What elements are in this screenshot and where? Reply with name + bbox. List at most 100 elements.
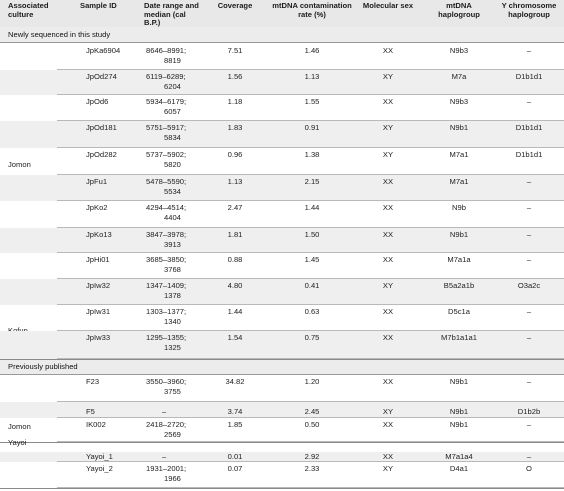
row-divider — [57, 69, 564, 70]
date-range: 1347–1409; — [146, 281, 187, 290]
molecular-sex: XY — [382, 281, 394, 290]
y-haplogroup: – — [526, 420, 532, 429]
header-y-haplogroup: Y chromosome haplogroup — [501, 1, 557, 19]
molecular-sex: XY — [382, 407, 394, 416]
date-range: – — [162, 452, 167, 461]
sample-id: JpFu1 — [86, 177, 108, 186]
header-coverage: Coverage — [217, 1, 253, 10]
table-row: JpOd282 5737–5902; 5820 0.96 1.38 XY M7a1 D1b1d… — [0, 148, 564, 175]
contamination-rate: 1.50 — [304, 230, 320, 239]
sample-id: JpIw33 — [86, 333, 111, 342]
culture-label: Jomon — [8, 422, 31, 431]
molecular-sex: XX — [382, 177, 394, 186]
y-haplogroup: – — [526, 46, 532, 55]
date-range-cell: 1303–1377; 1340 — [146, 307, 202, 327]
table-row: F5 – 3.74 2.45 XY N9b1 D1b2b — [0, 402, 564, 418]
date-range: 4294–4514; — [146, 203, 187, 212]
date-range-cell: 5737–5902; 5820 — [146, 150, 202, 170]
mtdna-haplogroup: N9b1 — [449, 230, 469, 239]
date-range-cell: 6119–6289; 6204 — [146, 72, 202, 92]
contamination-rate: 1.20 — [304, 377, 320, 386]
y-haplogroup: – — [526, 255, 532, 264]
row-divider — [57, 174, 564, 175]
date-median: 5820 — [164, 160, 181, 169]
sample-id: JpIw31 — [86, 307, 111, 316]
date-range-cell: 4294–4514; 4404 — [146, 203, 202, 223]
coverage: 34.82 — [225, 377, 245, 386]
molecular-sex: XX — [382, 307, 394, 316]
row-divider — [57, 94, 564, 95]
sample-id: JpOd181 — [86, 123, 117, 132]
row-divider — [57, 252, 564, 253]
table-row: JpKo13 3847–3978; 3913 1.81 1.50 XX N9b1 – — [0, 228, 564, 253]
contamination-rate: 0.41 — [304, 281, 320, 290]
date-range-cell: 1931–2001; 1966 — [146, 464, 202, 484]
y-haplogroup: – — [526, 377, 532, 386]
date-range-cell: 5934–6179; 6057 — [146, 97, 202, 117]
header-sample-id: Sample ID — [80, 1, 117, 10]
sample-id: Yayoi_2 — [86, 464, 113, 473]
header-date-range: Date range and median (cal B.P.) — [144, 1, 199, 28]
contamination-rate: 1.45 — [304, 255, 320, 264]
header-molecular-sex: Molecular sex — [362, 1, 414, 10]
section-heading: Previously published — [0, 359, 564, 375]
table-row: IK002 2418–2720; 2569 1.85 0.50 XX N9b1 – — [0, 418, 564, 442]
date-range-cell: – — [146, 407, 202, 417]
date-range-cell: 5478–5590; 5534 — [146, 177, 202, 197]
coverage: 1.44 — [227, 307, 243, 316]
mtdna-haplogroup: M7a1a4 — [445, 452, 473, 461]
sample-id: JpIw32 — [86, 281, 111, 290]
mtdna-haplogroup: N9b — [452, 203, 466, 212]
mtdna-haplogroup: M7a1 — [449, 150, 469, 159]
culture-label: Kofun — [8, 326, 28, 335]
y-haplogroup: – — [526, 97, 532, 106]
sample-id: JpKo2 — [86, 203, 108, 212]
row-divider — [57, 304, 564, 305]
sample-id: F5 — [86, 407, 95, 416]
header-contamination: mtDNA contamination rate (%) — [272, 1, 352, 19]
molecular-sex: XX — [382, 377, 394, 386]
date-median: 1325 — [164, 343, 181, 352]
date-range-cell: 1347–1409; 1378 — [146, 281, 202, 301]
row-divider — [57, 401, 564, 402]
sample-id: Yayoi_1 — [86, 452, 113, 461]
mtdna-haplogroup: M7a1a — [447, 255, 471, 264]
molecular-sex: XY — [382, 123, 394, 132]
coverage: 1.18 — [227, 97, 243, 106]
table-row: JpKa6904 8646–8991; 8819 7.51 1.46 XX N9b3 – — [0, 44, 564, 70]
date-range-cell: – — [146, 452, 202, 462]
date-range: 8646–8991; — [146, 46, 187, 55]
date-median: 5834 — [164, 133, 181, 142]
coverage: 2.47 — [227, 203, 243, 212]
section-heading-label: Newly sequenced in this study — [8, 30, 111, 39]
row-divider — [57, 461, 564, 462]
mtdna-haplogroup: D5c1a — [448, 307, 470, 316]
coverage: 0.07 — [227, 464, 243, 473]
table-row: JpIw32 1347–1409; 1378 4.80 0.41 XY B5a2a1b O3a… — [0, 279, 564, 305]
sample-id: IK002 — [86, 420, 106, 429]
group-divider — [0, 442, 564, 443]
date-range-cell: 3847–3978; 3913 — [146, 230, 202, 250]
contamination-rate: 2.92 — [304, 452, 320, 461]
coverage: 1.56 — [227, 72, 243, 81]
coverage: 0.88 — [227, 255, 243, 264]
date-median: 5534 — [164, 187, 181, 196]
contamination-rate: 1.44 — [304, 203, 320, 212]
date-range: 5751–5917; — [146, 123, 187, 132]
row-divider — [57, 147, 564, 148]
date-median: 6204 — [164, 82, 181, 91]
mtdna-haplogroup: N9b1 — [449, 377, 469, 386]
date-range: 1931–2001; — [146, 464, 187, 473]
row-divider — [57, 227, 564, 228]
date-range-cell: 2418–2720; 2569 — [146, 420, 202, 440]
table-row: JpHi01 3685–3850; 3768 0.88 1.45 XX M7a1a – — [0, 253, 564, 279]
coverage: 1.81 — [227, 230, 243, 239]
coverage: 0.96 — [227, 150, 243, 159]
molecular-sex: XX — [382, 420, 394, 429]
y-haplogroup: D1b2b — [517, 407, 541, 416]
date-median: 1966 — [164, 474, 181, 483]
coverage: 0.01 — [227, 452, 243, 461]
row-divider — [57, 417, 564, 418]
table-row: Yayoi_2 1931–2001; 1966 0.07 2.33 XY D4a1 O — [0, 462, 564, 488]
coverage: 7.51 — [227, 46, 243, 55]
